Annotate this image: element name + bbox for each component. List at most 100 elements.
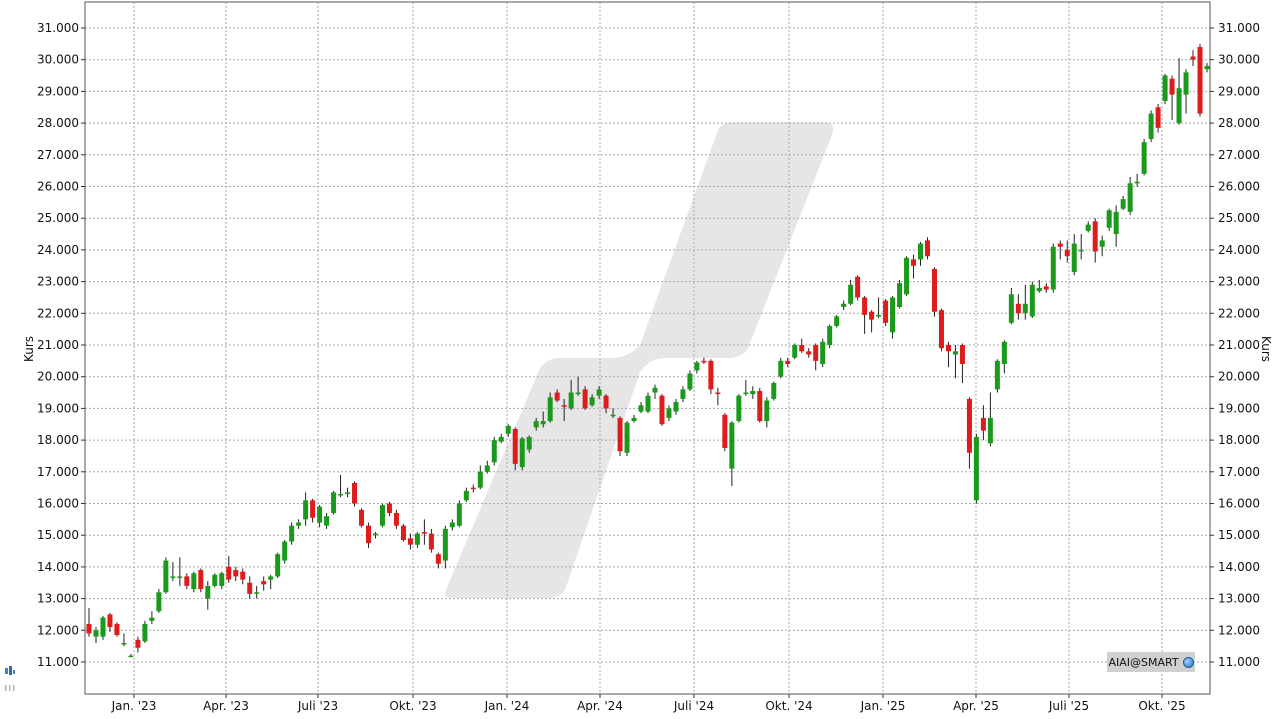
y-axis-title-right: Kurs [1259, 336, 1273, 362]
candle-body [275, 554, 281, 577]
candle-body [1141, 142, 1147, 174]
candle-body [519, 438, 525, 468]
y-tick-label: 12.000 [37, 623, 79, 637]
candle-body [918, 243, 924, 260]
candle [1106, 208, 1112, 231]
candle [491, 436, 497, 466]
candle-body [1029, 284, 1035, 317]
candle-body [100, 617, 106, 637]
candle-body [701, 360, 707, 363]
candle [1008, 287, 1014, 325]
y-tick-label: 26.000 [1218, 180, 1260, 194]
candle-body [1183, 72, 1189, 95]
x-tick-label: Apr. '24 [577, 699, 623, 713]
candle [841, 300, 847, 311]
candle-body [331, 492, 337, 514]
candle [212, 573, 218, 588]
y-axis-left: 11.000 12.000 13.000 14.000 15.000 16.000 17.0… [37, 21, 85, 669]
candles [86, 43, 1210, 658]
y-tick-label: 23.000 [1218, 275, 1260, 289]
candle-body [603, 395, 609, 409]
candle [645, 392, 651, 414]
candle [379, 503, 385, 528]
watermark-logo [444, 122, 834, 598]
candle [121, 633, 127, 647]
candle [533, 417, 539, 431]
candle [282, 539, 288, 564]
candle-body [135, 639, 141, 648]
y-tick-label: 15.000 [1218, 528, 1260, 542]
candle-body [568, 392, 574, 409]
chart-control-icon[interactable] [4, 666, 16, 676]
candle-body [883, 300, 889, 323]
candle [1078, 234, 1084, 260]
candle-body [1085, 224, 1091, 231]
candle-body [296, 522, 302, 526]
candle-body [841, 303, 847, 307]
y-tick-label: 15.000 [37, 528, 79, 542]
y-tick-label: 27.000 [37, 148, 79, 162]
candle [1169, 75, 1175, 120]
candle-body [484, 465, 490, 472]
y-tick-label: 31.000 [1218, 21, 1260, 35]
candle [680, 386, 686, 403]
candle-body [589, 397, 595, 406]
candle-body [393, 513, 399, 526]
candle-body [198, 570, 204, 590]
candle [142, 620, 148, 643]
candle [477, 465, 483, 490]
watermark-shape [444, 122, 834, 598]
candle-body [659, 395, 665, 425]
candle [414, 532, 420, 548]
candle-body [366, 525, 371, 544]
candle [687, 370, 693, 391]
candle-body [582, 389, 588, 409]
candle-body [156, 592, 162, 612]
candle-body [554, 392, 560, 401]
x-tick-label: Jan. '25 [860, 699, 906, 713]
y-tick-label: 22.000 [37, 306, 79, 320]
plot-frame [84, 1, 1211, 695]
y-tick-label: 13.000 [37, 592, 79, 606]
candle-body [1022, 303, 1028, 314]
candle [568, 379, 574, 410]
candle [345, 487, 351, 498]
source-badge[interactable]: AIAI@SMART [1107, 652, 1195, 672]
candle [93, 627, 99, 643]
candle [393, 509, 399, 529]
candle-body [596, 389, 602, 396]
candle [289, 522, 295, 545]
candle [918, 241, 924, 266]
candle [372, 532, 378, 539]
candle-body [1190, 56, 1196, 60]
candle-body [973, 436, 979, 501]
candle [1113, 205, 1119, 247]
candle-body [149, 617, 155, 621]
candle-body [952, 351, 958, 355]
candle [484, 460, 490, 474]
candle [359, 508, 365, 528]
candle-body [456, 503, 462, 526]
candle-body [359, 509, 365, 526]
candle-body [561, 405, 567, 407]
candle-body [219, 573, 225, 586]
candle-body [1113, 211, 1119, 235]
candle [442, 525, 448, 569]
candle-body [610, 414, 616, 417]
candle-body [820, 341, 826, 365]
candle [848, 280, 854, 306]
candle-body [526, 436, 532, 450]
candle [938, 308, 944, 352]
candle [86, 608, 92, 637]
candle-body [477, 471, 483, 488]
chart-settings-icon[interactable] [4, 684, 16, 692]
candle-body [631, 417, 637, 422]
y-tick-label: 18.000 [1218, 433, 1260, 447]
candle-body [799, 345, 805, 352]
candle-body [470, 487, 476, 490]
candle-body [505, 425, 511, 434]
candle [945, 341, 951, 368]
candle [1155, 104, 1161, 133]
candle-body [925, 240, 930, 257]
